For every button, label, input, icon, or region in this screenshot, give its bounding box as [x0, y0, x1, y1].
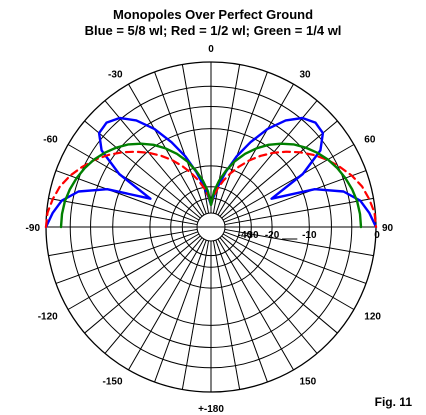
radial-spoke	[215, 239, 268, 383]
angle-tick-label: -60	[43, 135, 58, 146]
angle-tick-label: 90	[382, 223, 394, 234]
radial-spoke	[154, 71, 207, 215]
radial-spoke	[84, 120, 201, 219]
chart-title-line2: Blue = 5/8 wl; Red = 1/2 wl; Green = 1/4…	[84, 23, 342, 38]
radial-spoke	[84, 235, 201, 334]
angle-tick-label: -30	[108, 70, 123, 81]
radial-spoke	[219, 237, 318, 354]
radial-spoke	[128, 238, 205, 371]
radial-spoke	[67, 233, 200, 310]
angle-tick-label: -150	[102, 376, 122, 387]
angle-tick-label: 120	[364, 312, 381, 323]
radial-spoke	[222, 144, 355, 221]
radial-tick-label: -10	[302, 230, 317, 241]
radial-tick-label: -30	[244, 230, 259, 241]
angle-tick-label: 60	[364, 135, 376, 146]
radial-spoke	[104, 100, 203, 217]
radial-tick-label: -40	[238, 230, 253, 241]
radial-spoke	[181, 240, 210, 390]
radial-spoke	[215, 71, 268, 215]
radial-spoke	[224, 197, 374, 226]
radial-spoke	[48, 197, 198, 226]
axis-labels: 0306090120150+-180-150-120-90-60-30-40-3…	[26, 44, 394, 415]
angle-tick-label: 0	[208, 44, 214, 55]
radial-spoke	[154, 239, 207, 383]
radial-spoke	[104, 237, 203, 354]
radial-spoke	[212, 240, 241, 390]
angle-tick-label: -120	[38, 312, 58, 323]
polar-grid	[45, 61, 377, 393]
radial-spoke	[224, 228, 374, 257]
angle-tick-label: 30	[300, 70, 312, 81]
radial-spoke	[55, 170, 199, 223]
radial-spoke	[219, 100, 318, 217]
radial-spoke	[223, 231, 367, 284]
figure-label: Fig. 11	[374, 395, 412, 409]
chart-title-line1: Monopoles Over Perfect Ground	[112, 7, 314, 22]
angle-tick-label: -90	[26, 223, 41, 234]
radial-spoke	[221, 120, 338, 219]
radial-spoke	[55, 231, 199, 284]
radial-spoke	[221, 235, 338, 334]
radial-spoke	[223, 170, 367, 223]
radial-tick-label: -20	[265, 230, 280, 241]
pattern-series-2	[59, 142, 363, 229]
angle-tick-label: +-180	[198, 404, 224, 415]
radial-spoke	[48, 228, 198, 257]
radial-tick-label: 0	[374, 230, 380, 241]
radial-spoke	[222, 233, 355, 310]
angle-tick-label: 150	[300, 376, 317, 387]
radial-spoke	[67, 144, 200, 221]
pattern-traces	[44, 116, 378, 229]
radial-spoke	[217, 238, 294, 371]
